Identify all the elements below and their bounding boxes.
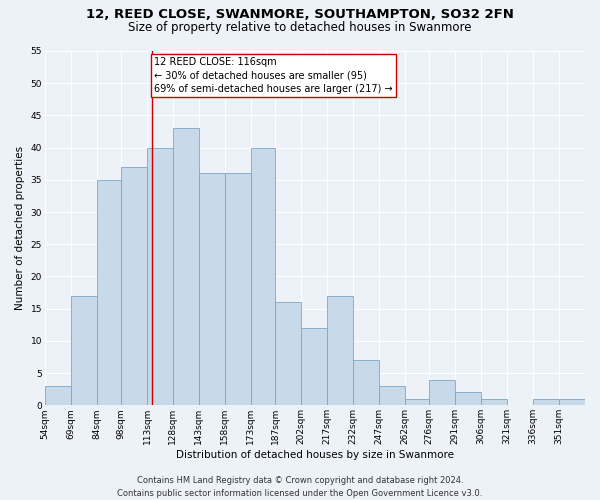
Bar [45,386,71,406]
Bar [455,392,481,406]
Bar [405,399,429,406]
Bar [97,180,121,406]
Bar [199,174,225,406]
Bar [71,296,97,406]
X-axis label: Distribution of detached houses by size in Swanmore: Distribution of detached houses by size … [176,450,454,460]
Bar [173,128,199,406]
Text: 12, REED CLOSE, SWANMORE, SOUTHAMPTON, SO32 2FN: 12, REED CLOSE, SWANMORE, SOUTHAMPTON, S… [86,8,514,20]
Bar [327,296,353,406]
Bar [429,380,455,406]
Bar [147,148,173,406]
Bar [533,399,559,406]
Bar [379,386,405,406]
Text: Size of property relative to detached houses in Swanmore: Size of property relative to detached ho… [128,21,472,34]
Bar [225,174,251,406]
Bar [559,399,585,406]
Text: Contains HM Land Registry data © Crown copyright and database right 2024.
Contai: Contains HM Land Registry data © Crown c… [118,476,482,498]
Bar [275,302,301,406]
Bar [481,399,507,406]
Bar [301,328,327,406]
Bar [251,148,275,406]
Bar [353,360,379,406]
Bar [121,167,147,406]
Text: 12 REED CLOSE: 116sqm
← 30% of detached houses are smaller (95)
69% of semi-deta: 12 REED CLOSE: 116sqm ← 30% of detached … [154,58,392,94]
Y-axis label: Number of detached properties: Number of detached properties [15,146,25,310]
